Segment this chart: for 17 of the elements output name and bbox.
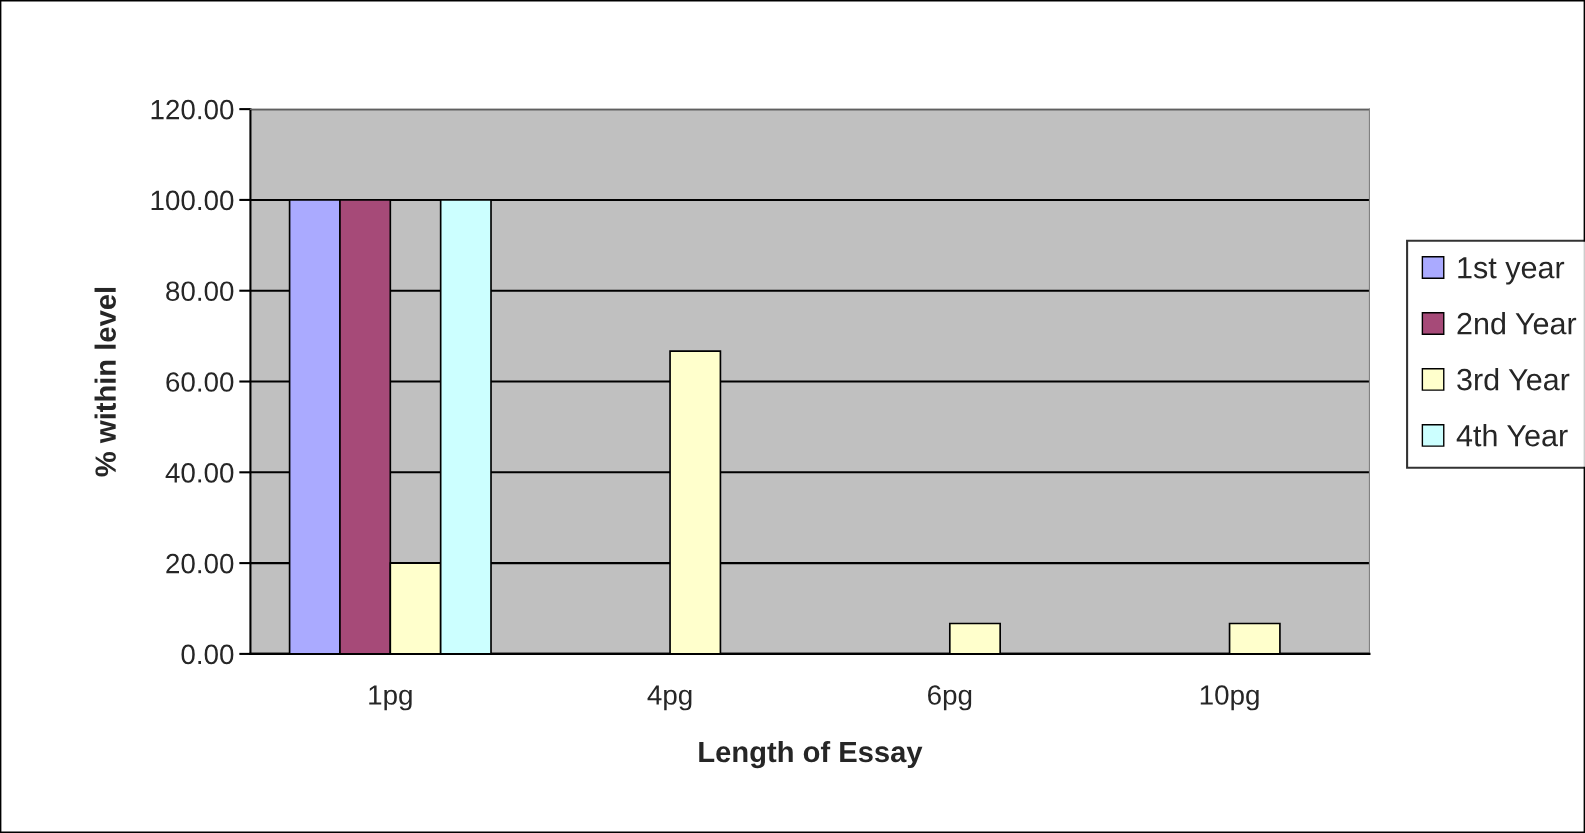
x-tick-label: 4pg: [647, 685, 692, 711]
legend-label: 3rd Year: [1457, 368, 1570, 391]
x-tick-label: 6pg: [928, 685, 972, 711]
legend-label: 1st year: [1458, 257, 1565, 285]
legend-label: 4th Year: [1456, 424, 1568, 447]
y-tick-label: 20.00: [166, 553, 234, 574]
y-tick-label: 0.00: [181, 644, 234, 665]
x-tick-label: 1pg: [369, 685, 412, 711]
y-tick-label: 80.00: [166, 281, 234, 302]
x-tick-label: 10pg: [1200, 685, 1259, 711]
y-tick-label: 40.00: [165, 462, 234, 483]
y-tick-label: 100.00: [151, 190, 234, 211]
y-tick-label: 60.00: [166, 372, 234, 392]
y-tick-label: 120.00: [151, 99, 234, 120]
x-axis-title: Length of Essay: [699, 740, 923, 769]
y-axis-title: % within level: [94, 287, 116, 477]
legend-label: 2nd Year: [1457, 312, 1577, 335]
